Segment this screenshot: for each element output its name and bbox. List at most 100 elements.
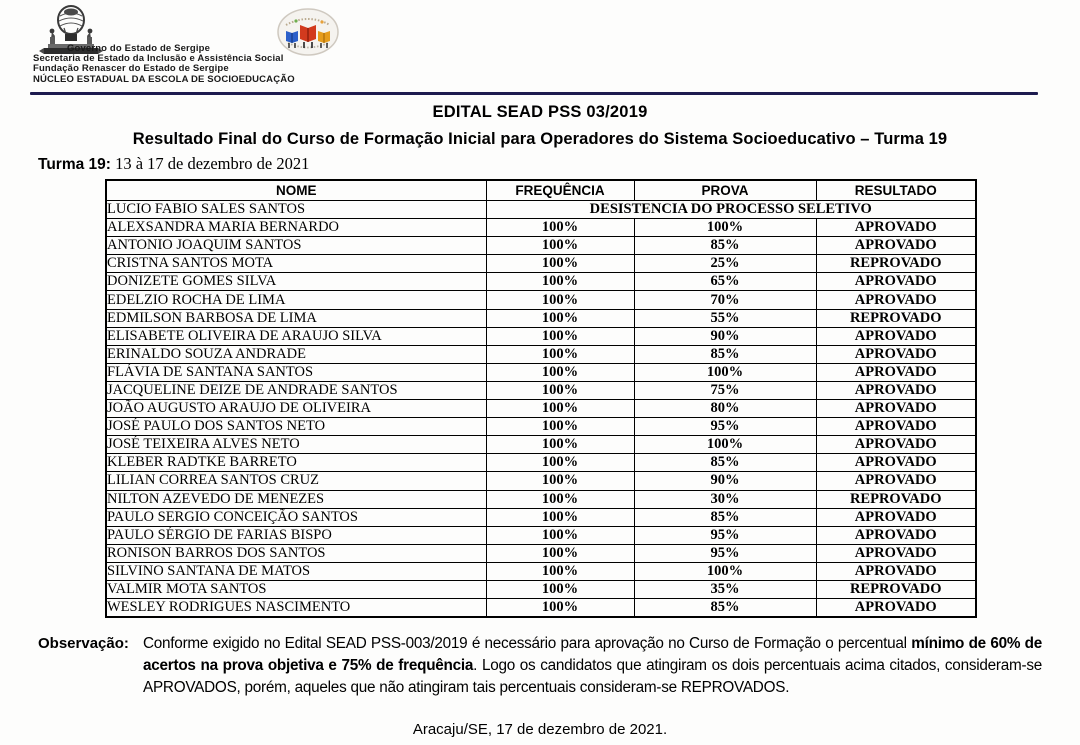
exam-score: 95% bbox=[633, 417, 817, 437]
document-title-block: EDITAL SEAD PSS 03/2019 Resultado Final … bbox=[0, 103, 1080, 149]
edital-title: EDITAL SEAD PSS 03/2019 bbox=[432, 103, 648, 121]
exam-score: 85% bbox=[633, 344, 817, 364]
frequency-value: 100% bbox=[485, 453, 635, 473]
table-row: KLEBER RADTKE BARRETO 100% 85% APROVADO bbox=[105, 453, 977, 473]
frequency-value: 100% bbox=[485, 525, 635, 545]
sergipe-coat-of-arms-icon bbox=[38, 4, 104, 58]
frequency-value: 100% bbox=[485, 561, 635, 581]
column-header: RESULTADO bbox=[815, 179, 977, 201]
observation-text-part2: . Logo os candidatos que atingiram os do… bbox=[143, 657, 1042, 696]
column-header: NOME bbox=[105, 179, 487, 201]
observation-text-part1: Conforme exigido no Edital SEAD PSS-003/… bbox=[143, 635, 912, 652]
frequency-value: 100% bbox=[485, 344, 635, 364]
letterhead-org-block: Governo do Estado de Sergipe Secretaria … bbox=[33, 43, 295, 85]
result-status: APROVADO bbox=[815, 453, 977, 473]
result-status: APROVADO bbox=[815, 525, 977, 545]
exam-score: 35% bbox=[633, 579, 817, 600]
exam-score: 75% bbox=[633, 380, 817, 401]
candidate-name: LUCIO FABIO SALES SANTOS bbox=[105, 199, 487, 220]
table-row: RONISON BARROS DOS SANTOS 100% 95% APROVADO bbox=[105, 543, 977, 563]
table-row: ERINALDO SOUZA ANDRADE 100% 85% APROVADO bbox=[105, 344, 977, 364]
observation-block: Observação: Conforme exigido no Edital S… bbox=[38, 633, 1042, 699]
exam-score: 80% bbox=[633, 399, 817, 419]
table-row: VALMIR MOTA SANTOS 100% 35% REPROVADO bbox=[105, 579, 977, 600]
candidate-name: RONISON BARROS DOS SANTOS bbox=[105, 543, 487, 563]
candidate-name: JOSÉ TEIXEIRA ALVES NETO bbox=[105, 435, 487, 455]
frequency-value: 100% bbox=[485, 471, 635, 491]
withdrawal-status: DESISTENCIA DO PROCESSO SELETIVO bbox=[485, 199, 977, 220]
candidate-name: CRISTNA SANTOS MOTA bbox=[105, 254, 487, 274]
result-status: APROVADO bbox=[815, 326, 977, 346]
exam-score: 85% bbox=[633, 453, 817, 473]
org-line: Secretaria de Estado da Inclusão e Assis… bbox=[33, 53, 284, 65]
frequency-value: 100% bbox=[485, 435, 635, 455]
table-row: LILIAN CORREA SANTOS CRUZ 100% 90% APROVADO bbox=[105, 471, 977, 491]
candidate-name: ANTONIO JOAQUIM SANTOS bbox=[105, 236, 487, 256]
frequency-value: 100% bbox=[485, 598, 635, 618]
candidate-name: DONIZETE GOMES SILVA bbox=[105, 272, 487, 292]
result-status: APROVADO bbox=[815, 218, 977, 238]
exam-score: 70% bbox=[633, 290, 817, 310]
result-status: APROVADO bbox=[815, 435, 977, 455]
result-status: APROVADO bbox=[815, 417, 977, 437]
table-row: DONIZETE GOMES SILVA 100% 65% APROVADO bbox=[105, 272, 977, 292]
candidate-name: NILTON AZEVEDO DE MENEZES bbox=[105, 489, 487, 509]
org-line: Governo do Estado de Sergipe bbox=[67, 43, 211, 54]
result-status: APROVADO bbox=[815, 561, 977, 581]
exam-score: 90% bbox=[633, 471, 817, 491]
exam-score: 85% bbox=[633, 598, 817, 618]
result-status: APROVADO bbox=[815, 236, 977, 256]
candidate-name: PAULO SÉRGIO DE FARIAS BISPO bbox=[105, 525, 487, 545]
table-row: JOÃO AUGUSTO ARAUJO DE OLIVEIRA 100% 80% AP… bbox=[105, 399, 977, 419]
frequency-value: 100% bbox=[485, 507, 635, 527]
frequency-value: 100% bbox=[485, 218, 635, 238]
candidate-name: WESLEY RODRIGUES NASCIMENTO bbox=[105, 598, 487, 618]
candidate-name: ERINALDO SOUZA ANDRADE bbox=[105, 344, 487, 364]
frequency-value: 100% bbox=[485, 272, 635, 292]
observation-text: Conforme exigido no Edital SEAD PSS-003/… bbox=[143, 633, 1042, 699]
result-status: APROVADO bbox=[815, 272, 977, 292]
frequency-value: 100% bbox=[485, 308, 635, 328]
table-row: EDMILSON BARBOSA DE LIMA 100% 55% REPROVADO bbox=[105, 308, 977, 328]
candidate-name: FLÁVIA DE SANTANA SANTOS bbox=[105, 362, 487, 382]
candidate-name: ELISABETE OLIVEIRA DE ARAUJO SILVA bbox=[105, 326, 487, 346]
frequency-value: 100% bbox=[485, 326, 635, 346]
table-row: PAULO SERGIO CONCEIÇÃO SANTOS 100% 85% APRO… bbox=[105, 507, 977, 527]
result-status: REPROVADO bbox=[815, 254, 977, 274]
observation-label: Observação: bbox=[38, 635, 129, 652]
table-header-row: NOME FREQUÊNCIA PROVA RESULTADO bbox=[105, 179, 977, 201]
exam-score: 55% bbox=[633, 308, 817, 328]
exam-score: 95% bbox=[633, 543, 817, 563]
exam-score: 90% bbox=[633, 326, 817, 346]
observation-text-bold: mínimo de 60% de acertos na prova objeti… bbox=[143, 635, 1042, 674]
table-row: JOSÉ TEIXEIRA ALVES NETO 100% 100% APROVADO bbox=[105, 435, 977, 455]
result-status: APROVADO bbox=[815, 471, 977, 491]
table-row: CRISTNA SANTOS MOTA 100% 25% REPROVADO bbox=[105, 254, 977, 274]
table-row: JACQUELINE DEIZE DE ANDRADE SANTOS 100% 75… bbox=[105, 380, 977, 401]
result-title: Resultado Final do Curso de Formação Ini… bbox=[132, 130, 948, 148]
exam-score: 65% bbox=[633, 272, 817, 292]
exam-score: 85% bbox=[633, 236, 817, 256]
table-row: PAULO SÉRGIO DE FARIAS BISPO 100% 95% APROV… bbox=[105, 525, 977, 545]
table-row: NILTON AZEVEDO DE MENEZES 100% 30% REPROVAD… bbox=[105, 489, 977, 509]
candidate-name: ALEXSANDRA MARIA BERNARDO bbox=[105, 218, 487, 238]
result-status: APROVADO bbox=[815, 399, 977, 419]
frequency-value: 100% bbox=[485, 254, 635, 274]
result-status: REPROVADO bbox=[815, 579, 977, 600]
frequency-value: 100% bbox=[485, 380, 635, 401]
column-header: PROVA bbox=[633, 179, 817, 201]
table-row: ELISABETE OLIVEIRA DE ARAUJO SILVA 100% 90… bbox=[105, 326, 977, 346]
result-status: APROVADO bbox=[815, 507, 977, 527]
frequency-value: 100% bbox=[485, 362, 635, 382]
results-table: NOME FREQUÊNCIA PROVA RESULTADO LUCIO FABIO… bbox=[105, 179, 977, 619]
candidate-name: SILVINO SANTANA DE MATOS bbox=[105, 561, 487, 581]
frequency-value: 100% bbox=[485, 543, 635, 563]
candidate-name: JOSÉ PAULO DOS SANTOS NETO bbox=[105, 417, 487, 437]
exam-score: 100% bbox=[633, 561, 817, 581]
turma-dates-line: Turma 19: 13 à 17 de dezembro de 2021 bbox=[38, 154, 309, 174]
result-status: APROVADO bbox=[815, 344, 977, 364]
frequency-value: 100% bbox=[485, 236, 635, 256]
table-row: FLÁVIA DE SANTANA SANTOS 100% 100% APROVADO bbox=[105, 362, 977, 382]
result-status: REPROVADO bbox=[815, 489, 977, 509]
